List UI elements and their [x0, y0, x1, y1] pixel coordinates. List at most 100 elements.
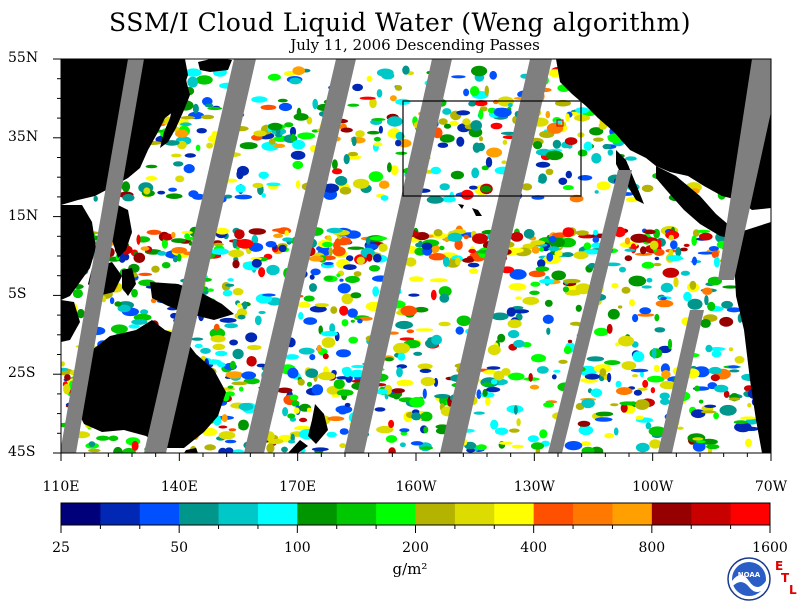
cloud-cell	[439, 183, 450, 191]
cloud-cell	[539, 246, 544, 252]
cloud-cell	[714, 384, 729, 393]
cloud-cell	[352, 178, 370, 189]
cloud-cell	[699, 232, 713, 241]
cloud-cell	[399, 428, 410, 433]
cloud-cell	[546, 252, 554, 262]
cloud-cell	[224, 323, 238, 329]
cloud-cell	[548, 236, 557, 243]
cloud-cell	[265, 241, 277, 248]
cloud-cell	[497, 333, 506, 343]
cloud-cell	[184, 233, 191, 240]
cloud-cell	[577, 149, 588, 157]
cloud-cell	[339, 428, 349, 435]
cloud-cell	[491, 378, 498, 385]
cloud-cell	[378, 125, 383, 134]
cloud-cell	[508, 428, 520, 433]
cloud-cell	[345, 275, 360, 284]
cloud-cell	[670, 240, 678, 250]
cloud-cell	[316, 344, 322, 353]
cloud-cell	[365, 236, 371, 245]
cloud-cell	[282, 237, 293, 242]
cloud-cell	[254, 315, 262, 326]
cloud-cell	[293, 407, 300, 414]
cloud-cell	[396, 379, 414, 387]
cloud-cell	[469, 86, 480, 97]
cloud-cell	[171, 231, 176, 239]
cloud-cell	[260, 104, 277, 110]
cloud-cell	[225, 283, 235, 287]
cloud-cell	[375, 388, 388, 395]
cloud-cell	[330, 306, 338, 314]
cloud-cell	[476, 444, 487, 451]
cloud-cell	[460, 189, 474, 200]
cloud-cell	[431, 334, 442, 345]
cloud-cell	[449, 120, 459, 127]
cloud-cell	[449, 191, 454, 199]
cloud-cell	[569, 194, 584, 203]
cloud-cell	[371, 118, 386, 121]
cloud-cell	[513, 339, 525, 348]
cloud-cell	[314, 303, 329, 308]
cloud-cell	[246, 356, 257, 367]
cloud-cell	[72, 288, 83, 299]
cloud-cell	[625, 156, 637, 161]
cloud-cell	[635, 415, 644, 420]
colorbar-swatch	[573, 503, 613, 525]
cloud-cell	[122, 194, 135, 202]
cloud-cell	[476, 389, 482, 400]
cloud-cell	[417, 363, 433, 370]
cloud-cell	[691, 235, 697, 247]
cloud-cell	[64, 374, 71, 381]
colorbar-swatch	[494, 503, 535, 525]
cloud-cell	[531, 354, 546, 363]
cloud-cell	[536, 366, 549, 374]
cloud-cell	[641, 184, 654, 193]
cloud-cell	[607, 308, 620, 320]
cloud-cell	[297, 132, 316, 140]
cloud-cell	[545, 110, 551, 119]
cloud-cell	[610, 403, 619, 407]
swath-gap-1	[61, 59, 144, 453]
cloud-cell	[482, 388, 488, 397]
cloud-cell	[631, 374, 639, 378]
logo-agency-text: NOAA	[738, 571, 761, 579]
cloud-cell	[624, 255, 633, 262]
cloud-cell	[140, 309, 149, 315]
land-japan	[160, 76, 190, 148]
cloud-cell	[443, 123, 452, 129]
cloud-cell	[487, 107, 495, 114]
cloud-cell	[439, 293, 450, 303]
cloud-cell	[675, 247, 682, 257]
cloud-cell	[251, 96, 268, 103]
cloud-cell	[630, 233, 648, 243]
cloud-cell	[168, 187, 178, 192]
cloud-cell	[419, 446, 434, 450]
cloud-cell	[368, 265, 381, 272]
cloud-cell	[649, 439, 662, 449]
cloud-cell	[393, 393, 401, 400]
cloud-cell	[489, 70, 498, 80]
cloud-cell	[617, 305, 623, 309]
cloud-cell	[175, 175, 185, 183]
lat-label: 5S	[8, 286, 27, 303]
cloud-cell	[200, 347, 211, 354]
cloud-cell	[493, 370, 505, 381]
cloud-cell	[700, 318, 711, 328]
cloud-cell	[577, 175, 593, 181]
cloud-cell	[516, 418, 521, 427]
cloud-cell	[434, 394, 451, 399]
cloud-cell	[430, 166, 442, 175]
cloud-cell	[438, 286, 452, 297]
cloud-cell	[151, 265, 160, 273]
cloud-cell	[742, 426, 760, 431]
cloud-cell	[196, 75, 213, 85]
cloud-cell	[388, 419, 395, 429]
cloud-cell	[373, 142, 383, 147]
cloud-cell	[309, 354, 316, 361]
cloud-cell	[324, 275, 334, 281]
cloud-cell	[462, 257, 475, 263]
cloud-cell	[502, 139, 508, 145]
cloud-cell	[482, 369, 498, 375]
cloud-cell	[335, 175, 348, 186]
cloud-cell	[420, 376, 436, 387]
